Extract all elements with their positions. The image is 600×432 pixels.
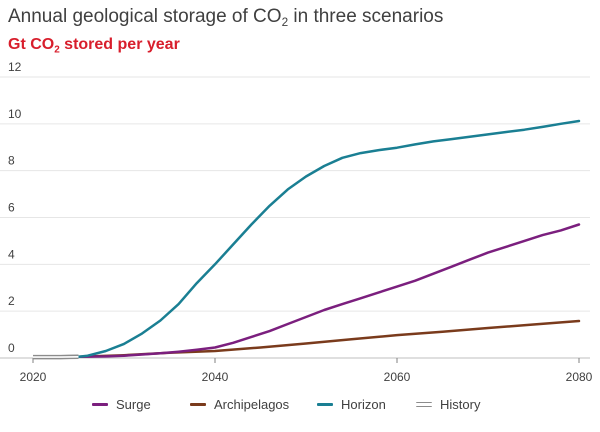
y-tick-label-8: 8 [8, 154, 15, 168]
legend-item-surge: Surge [92, 397, 151, 412]
legend-swatch-history [416, 402, 432, 407]
legend-swatch-surge [92, 403, 108, 406]
chart-title: Annual geological storage of CO2 in thre… [8, 6, 444, 30]
x-tick-label-2020: 2020 [20, 370, 47, 384]
legend-swatch-archipelagos [190, 403, 206, 406]
legend-label-history: History [440, 397, 481, 412]
series-line-horizon [77, 119, 581, 359]
chart-subtitle: Gt CO2 stored per year [8, 36, 180, 56]
legend-swatch-horizon [317, 403, 333, 406]
x-tick-label-2080: 2080 [566, 370, 593, 384]
y-tick-label-4: 4 [8, 247, 15, 261]
legend-label-horizon: Horizon [341, 397, 386, 412]
x-tick-label-2040: 2040 [202, 370, 229, 384]
legend-item-horizon: Horizon [317, 397, 386, 412]
series-line-surge [77, 223, 581, 359]
chart-legend: Surge Archipelagos Horizon History [0, 397, 600, 419]
x-tick-label-2060: 2060 [384, 370, 411, 384]
legend-item-archipelagos: Archipelagos [190, 397, 289, 412]
y-tick-label-12: 12 [8, 60, 22, 74]
legend-label-archipelagos: Archipelagos [214, 397, 290, 412]
y-tick-label-2: 2 [8, 294, 15, 308]
y-tick-label-10: 10 [8, 107, 22, 121]
legend-item-history: History [416, 397, 480, 412]
y-tick-label-0: 0 [8, 341, 15, 355]
y-tick-label-6: 6 [8, 201, 15, 215]
legend-label-surge: Surge [116, 397, 151, 412]
